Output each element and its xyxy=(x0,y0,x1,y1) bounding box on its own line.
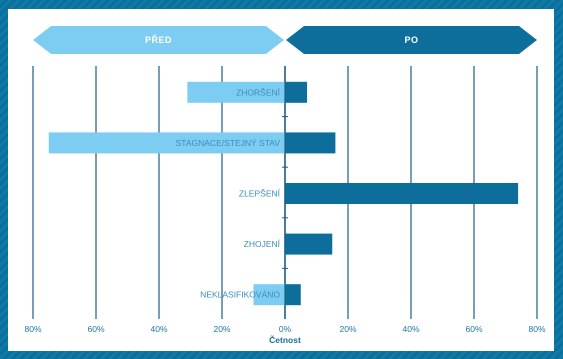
bar-after-1 xyxy=(285,132,336,154)
after-arrow-label: PO xyxy=(404,35,418,45)
x-tick-label-4: 0% xyxy=(279,324,292,334)
direction-arrows: PŘED PO xyxy=(33,26,537,54)
x-tick-label-2: 40% xyxy=(150,324,167,334)
x-tick-label-6: 40% xyxy=(402,324,419,334)
after-arrow xyxy=(286,26,537,54)
bar-after-0 xyxy=(285,81,308,103)
x-tick-label-7: 60% xyxy=(465,324,482,334)
before-arrow-label: PŘED xyxy=(145,34,172,45)
category-label-0: ZHORŠENÍ xyxy=(236,87,281,97)
category-label-2: ZLEPŠENÍ xyxy=(239,189,281,199)
category-label-4: NEKLASIFIKOVÁNO xyxy=(200,290,280,300)
x-axis-title: Četnost xyxy=(269,334,301,345)
category-label-3: ZHOJENÍ xyxy=(244,239,281,249)
bar-before-1 xyxy=(48,132,285,154)
category-label-1: STAGNACE/STEJNÝ STAV xyxy=(176,138,281,148)
bar-before-4 xyxy=(253,284,285,306)
x-tick-label-8: 80% xyxy=(528,324,545,334)
before-arrow xyxy=(33,26,284,54)
bar-after-2 xyxy=(285,183,519,204)
x-tick-label-3: 20% xyxy=(213,324,230,334)
bar-after-4 xyxy=(285,284,301,306)
x-tick-label-0: 80% xyxy=(24,324,41,334)
category-labels: ZHORŠENÍ STAGNACE/STEJNÝ STAV ZLEPŠENÍ ZHOJ… xyxy=(176,87,281,299)
bars xyxy=(48,66,519,319)
x-tick-labels: 80% 60% 40% 20% 0% 20% 40% 60% 80% xyxy=(24,324,545,334)
x-tick-label-5: 20% xyxy=(339,324,356,334)
bar-before-0 xyxy=(187,81,285,103)
x-tick-label-1: 60% xyxy=(87,324,104,334)
bar-after-3 xyxy=(285,233,333,255)
